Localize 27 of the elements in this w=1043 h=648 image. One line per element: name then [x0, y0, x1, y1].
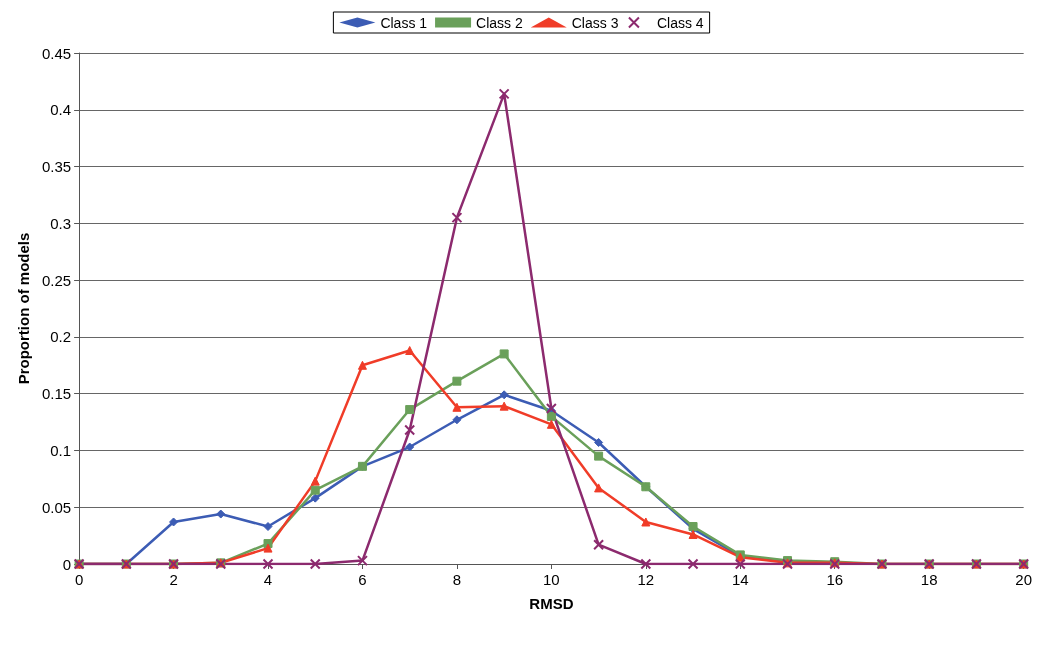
x-tick-label: 18 [920, 571, 938, 588]
legend-label: Class 2 [476, 14, 523, 31]
legend-label: Class 1 [380, 14, 428, 31]
y-tick-label: 0.2 [50, 328, 72, 346]
y-tick-label: 0.4 [50, 101, 72, 119]
x-tick-label: 20 [1015, 571, 1032, 588]
x-axis-title: RMSD [529, 595, 574, 612]
y-axis-title: Proportion of models [15, 232, 32, 385]
x-tick-label: 6 [358, 571, 367, 588]
legend-label: Class 3 [571, 14, 619, 31]
y-tick-label: 0.05 [41, 498, 72, 516]
y-tick-label: 0.1 [50, 441, 72, 459]
y-tick-label: 0.45 [41, 44, 72, 62]
x-tick-label: 16 [826, 571, 844, 588]
x-tick-label: 10 [543, 571, 560, 588]
x-tick-label: 0 [74, 571, 84, 588]
x-tick-label: 12 [637, 571, 655, 588]
x-tick-label: 4 [263, 571, 273, 588]
x-tick-label: 14 [731, 571, 749, 588]
y-tick-label: 0 [62, 555, 72, 573]
y-tick-label: 0.35 [41, 158, 72, 176]
x-tick-label: 8 [452, 571, 462, 588]
legend-label: Class 4 [656, 14, 704, 31]
y-tick-label: 0.3 [50, 214, 72, 232]
y-tick-label: 0.25 [41, 271, 72, 289]
x-tick-label: 2 [169, 571, 178, 588]
y-tick-label: 0.15 [41, 385, 72, 403]
